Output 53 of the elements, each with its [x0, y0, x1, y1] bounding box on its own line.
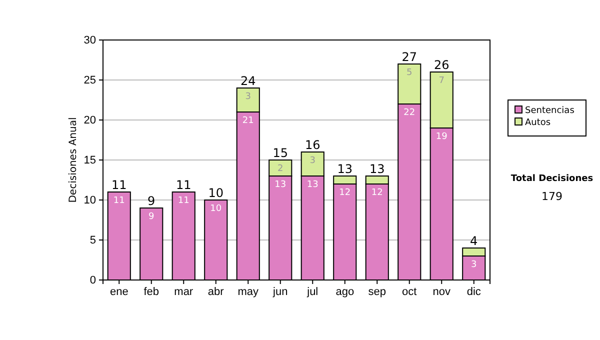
data-label: 3 — [245, 92, 251, 102]
y-tick-label: 25 — [84, 74, 96, 87]
y-tick-label: 15 — [84, 154, 96, 167]
total-label: 27 — [402, 50, 418, 64]
total-label: 13 — [369, 162, 385, 176]
data-label: 5 — [406, 68, 412, 78]
x-tick-label: mar — [174, 286, 194, 298]
total-label: 9 — [148, 194, 156, 208]
x-tick-label: may — [238, 286, 260, 298]
data-label: 11 — [113, 196, 125, 206]
data-label: 2 — [278, 164, 284, 174]
x-tick-label: ene — [110, 286, 128, 298]
total-label: 24 — [240, 74, 256, 88]
y-tick-label: 10 — [84, 194, 96, 207]
y-tick-label: 30 — [84, 34, 96, 47]
y-tick-label: 0 — [90, 274, 96, 287]
total-label: 13 — [337, 162, 353, 176]
data-label: 7 — [438, 76, 444, 86]
x-tick-label: oct — [402, 286, 417, 298]
x-tick-label: feb — [144, 286, 160, 298]
data-label: 13 — [274, 180, 286, 190]
y-tick-label: 20 — [84, 114, 96, 127]
total-label: 26 — [434, 58, 450, 72]
legend-label: Sentencias — [525, 106, 575, 116]
total-label: 16 — [304, 138, 320, 152]
data-label: 10 — [210, 204, 222, 214]
total-label: 11 — [176, 178, 192, 192]
text: 179 — [542, 190, 562, 203]
y-tick-label: 5 — [90, 234, 96, 247]
x-tick-label: jul — [306, 286, 318, 298]
x-tick-label: ago — [336, 286, 354, 298]
data-label: 12 — [339, 188, 351, 198]
data-label: 9 — [148, 212, 155, 222]
x-tick-label: sep — [368, 286, 386, 298]
legend-label: Autos — [525, 118, 551, 128]
total-label: 11 — [111, 178, 127, 192]
data-label: 22 — [404, 108, 416, 118]
data-label: 13 — [306, 180, 318, 190]
x-tick-label: jun — [272, 286, 288, 298]
total-label: 10 — [208, 186, 224, 200]
x-tick-label: abr — [208, 286, 224, 298]
y-axis-title: Decisiones Anual — [68, 117, 79, 203]
text: Total Decisiones — [510, 174, 594, 184]
data-label: 11 — [178, 196, 190, 206]
data-label: 19 — [436, 132, 448, 142]
x-tick-label: dic — [466, 286, 482, 298]
data-label: 3 — [310, 156, 316, 166]
data-label: 21 — [242, 116, 254, 126]
data-label: 3 — [471, 260, 477, 270]
total-label: 4 — [470, 234, 478, 248]
data-label: 12 — [371, 188, 383, 198]
x-tick-label: nov — [432, 286, 451, 298]
total-label: 15 — [272, 146, 288, 160]
